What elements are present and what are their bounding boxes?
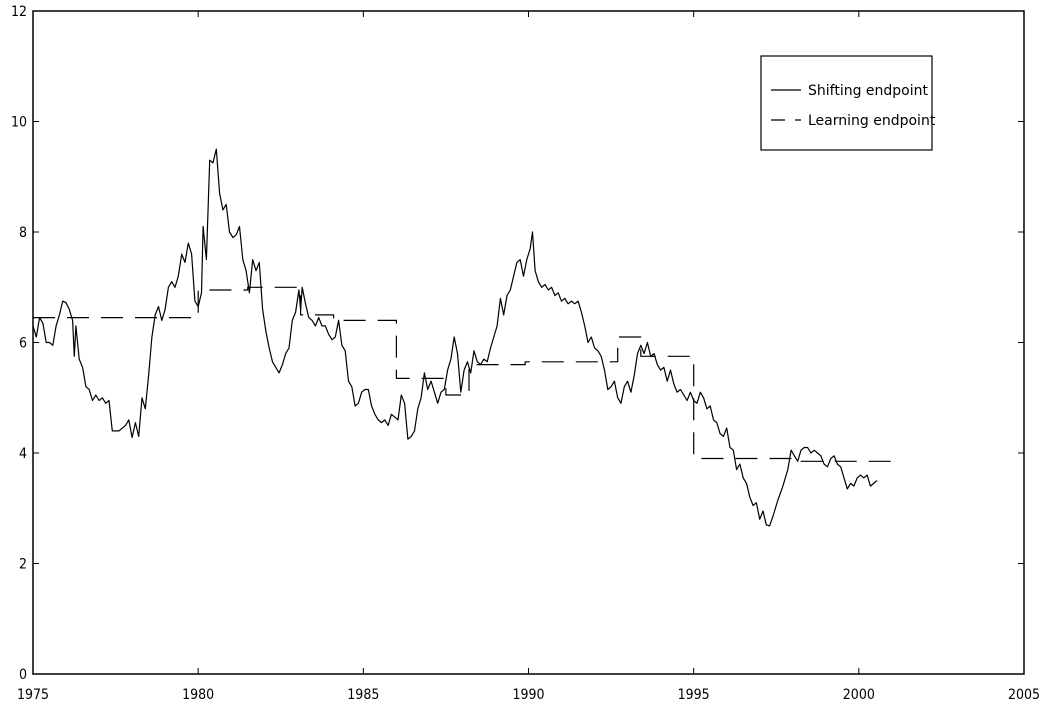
y-tick-label: 0 — [19, 667, 27, 683]
x-axis-ticks: 1975 1980 1985 1990 1995 2000 2005 — [17, 11, 1040, 703]
legend-box — [760, 55, 933, 151]
x-tick-label: 1995 — [678, 687, 710, 703]
y-axis-ticks: 0 2 4 6 8 10 12 — [11, 4, 1024, 683]
series-line-shifting-endpoint — [32, 148, 878, 527]
y-tick-label: 8 — [19, 225, 27, 241]
series-line-learning-endpoint — [33, 286, 892, 462]
x-tick-label: 2005 — [1008, 687, 1040, 703]
legend-label-shifting: Shifting endpoint — [808, 83, 929, 99]
x-tick-label: 1990 — [512, 687, 544, 703]
legend-label-learning: Learning endpoint — [808, 113, 936, 129]
x-tick-label: 1975 — [17, 687, 49, 703]
y-tick-label: 2 — [19, 557, 27, 573]
x-tick-label: 1980 — [182, 687, 214, 703]
series-layer — [32, 148, 892, 527]
legend: Shifting endpoint Learning endpoint — [760, 55, 936, 151]
x-tick-label: 1985 — [347, 687, 379, 703]
y-tick-label: 10 — [11, 115, 27, 131]
y-tick-label: 6 — [19, 336, 27, 352]
y-tick-label: 12 — [11, 4, 27, 20]
y-tick-label: 4 — [19, 446, 27, 462]
x-tick-label: 2000 — [843, 687, 875, 703]
